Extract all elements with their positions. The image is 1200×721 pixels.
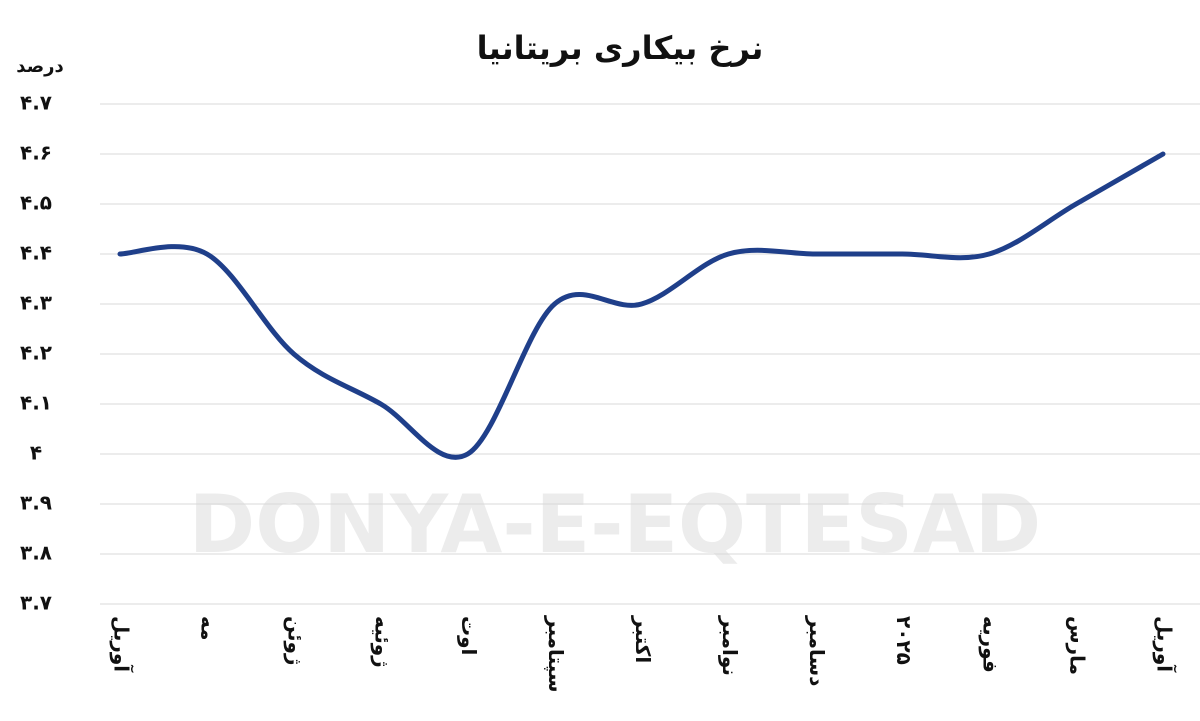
x-tick-label: آوریل xyxy=(110,616,135,673)
y-tick-label: ۴.۳ xyxy=(20,291,52,315)
x-tick-label: نوامبر xyxy=(718,615,742,676)
y-tick-label: ۴.۲ xyxy=(20,341,52,365)
y-tick-label: ۴.۷ xyxy=(20,91,52,115)
x-tick-label: سپتامبر xyxy=(543,615,568,693)
y-tick-label: ۴ xyxy=(30,441,42,465)
x-tick-label: اوت xyxy=(457,616,481,655)
series-line xyxy=(117,151,1166,460)
y-tick-label: ۴.۱ xyxy=(20,391,52,415)
y-axis-label: درصد xyxy=(16,56,63,77)
y-tick-label: ۳.۸ xyxy=(20,541,52,565)
x-tick-label: مه xyxy=(196,616,220,641)
y-tick-label: ۴.۵ xyxy=(20,191,52,215)
x-tick-label: اکتبر xyxy=(631,615,655,663)
y-tick-label: ۳.۹ xyxy=(20,491,52,515)
x-tick-label: مارس xyxy=(1066,616,1090,675)
x-tick-label: ژوئیه xyxy=(370,616,394,668)
y-tick-label: ۴.۶ xyxy=(20,141,52,165)
x-tick-label: ۲۰۲۵ xyxy=(892,616,916,665)
chart-title: نرخ بیکاری بریتانیا xyxy=(477,29,764,67)
x-tick-label: دسامبر xyxy=(805,615,829,686)
y-tick-label: ۴.۴ xyxy=(20,241,52,265)
watermark: DONYA-E-EQTESAD xyxy=(189,478,1041,571)
x-tick-label: فوریه xyxy=(979,616,1003,673)
x-tick-label: آوریل xyxy=(1153,616,1178,673)
y-tick-label: ۳.۷ xyxy=(20,591,52,615)
x-tick-label: ژوئن xyxy=(283,616,307,665)
